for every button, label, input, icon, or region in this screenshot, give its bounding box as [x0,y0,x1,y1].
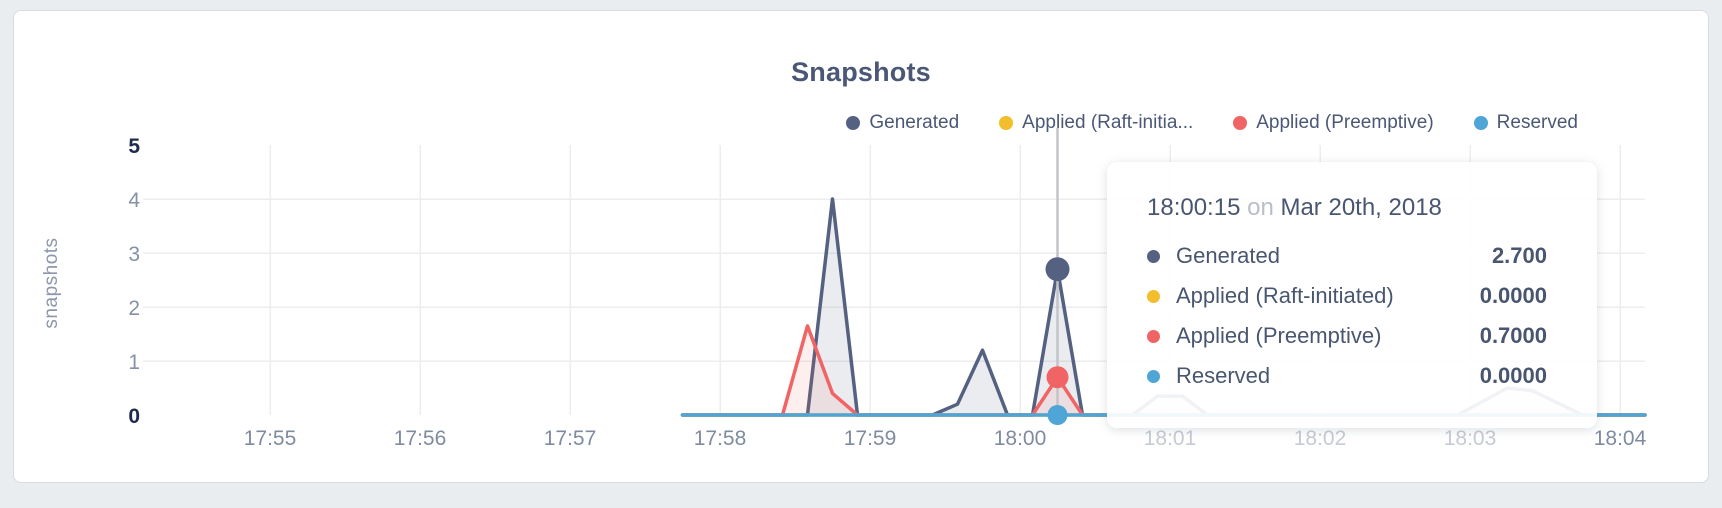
tooltip-series-value: 2.700 [1491,243,1547,268]
legend-item-label: Generated [869,112,960,133]
tooltip-date: Mar 20th, 2018 [1280,194,1442,221]
x-tick-label: 17:56 [394,427,447,450]
tooltip-series-dot-icon [1147,289,1160,303]
y-tick-label: 1 [128,351,140,374]
tooltip-row: Applied (Preemptive) 0.7000 [1147,316,1547,356]
chart-legend: Generated Applied (Raft-initia... Applied … [846,112,1578,134]
legend-item-3[interactable]: Applied (Preemptive) [1233,112,1434,134]
tooltip-title: 18:00:15 on Mar 20th, 2018 [1147,194,1547,222]
x-tick-label: 17:59 [844,427,897,450]
tooltip-time: 18:00:15 [1147,194,1241,221]
y-tick-label: 3 [128,243,140,266]
y-tick-label: 4 [128,189,140,212]
tooltip-conjunction: on [1247,194,1274,221]
tooltip-series-dot-icon [1147,369,1160,383]
x-tick-label: 17:58 [694,427,747,450]
y-axis-title: snapshots [41,237,62,328]
x-tick-label: 18:00 [994,427,1047,450]
legend-series-dot-icon [1473,116,1488,130]
legend-item-label: Reserved [1496,112,1578,133]
tooltip-series-label: Reserved [1176,363,1271,388]
legend-series-dot-icon [999,116,1014,130]
x-axis: 17:55 17:56 17:57 17:58 17:59 18:00 18:01 18:02… [244,427,1647,450]
tooltip-rows: Generated 2.700 Applied (Raft-initiated) 0.… [1147,236,1547,396]
x-tick-label: 17:57 [544,427,597,450]
legend-item-4[interactable]: Reserved [1473,112,1578,134]
x-tick-label: 18:03 [1444,427,1497,450]
tooltip-row: Generated 2.700 [1147,236,1547,276]
tooltip-series-dot-icon [1147,329,1160,343]
x-tick-label: 18:01 [1144,427,1197,450]
tooltip-series-label: Applied (Raft-initiated) [1176,283,1394,308]
tooltip-series-dot-icon [1147,249,1160,263]
tooltip-row: Applied (Raft-initiated) 0.0000 [1147,276,1547,316]
tooltip-series-value: 0.0000 [1479,363,1547,388]
chart-title: Snapshots [791,57,931,87]
tooltip-series-value: 0.7000 [1479,323,1547,348]
legend-item-label: Applied (Raft-initia... [1022,112,1194,133]
tooltip-series-value: 0.0000 [1479,283,1547,308]
legend-item-1[interactable]: Generated [846,112,959,134]
y-tick-label: 2 [128,297,140,320]
legend-series-dot-icon [846,116,861,130]
hover-point-reserved [1047,405,1068,425]
x-tick-label: 18:04 [1594,427,1647,450]
hover-tooltip: 18:00:15 on Mar 20th, 2018 Generated 2.70… [1107,162,1597,428]
y-tick-label: 5 [128,135,140,158]
hover-point-generated [1045,257,1070,282]
x-tick-label: 18:02 [1294,427,1347,450]
y-tick-label: 0 [128,405,140,428]
x-tick-label: 17:55 [244,427,297,450]
hover-point-applied-preemptive- [1046,366,1069,389]
legend-series-dot-icon [1233,116,1248,130]
tooltip-row: Reserved 0.0000 [1147,356,1547,396]
tooltip-series-label: Generated [1176,243,1280,268]
y-axis: 0 1 2 3 4 5 snapshots [41,135,140,428]
legend-item-label: Applied (Preemptive) [1256,112,1434,133]
legend-item-2[interactable]: Applied (Raft-initia... [999,112,1193,134]
tooltip-series-label: Applied (Preemptive) [1176,323,1382,348]
